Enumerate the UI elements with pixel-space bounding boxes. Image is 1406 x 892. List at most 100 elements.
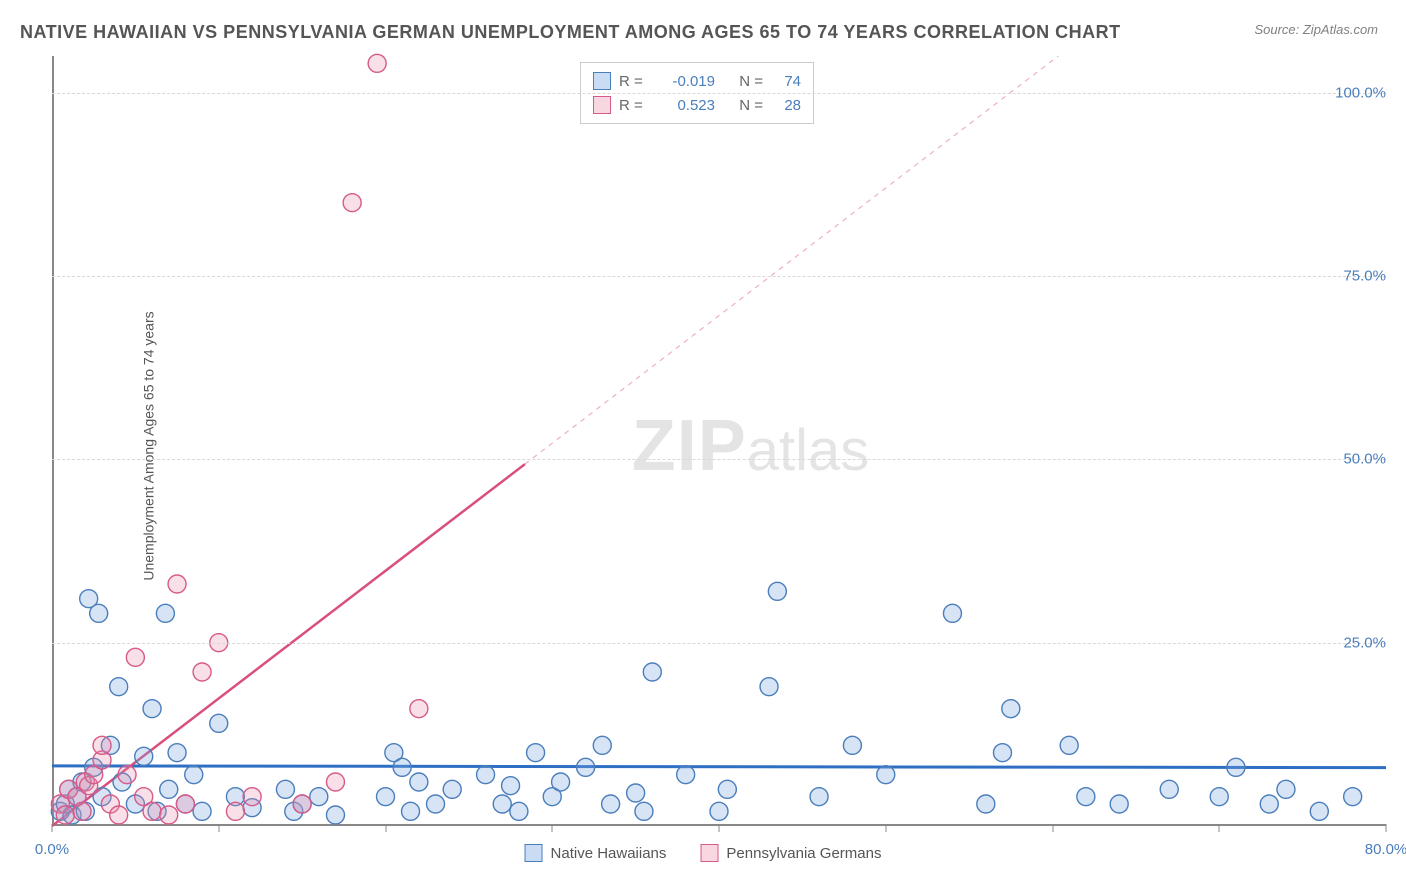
source-attribution: Source: ZipAtlas.com bbox=[1254, 22, 1378, 37]
legend-label: Native Hawaiians bbox=[551, 845, 667, 862]
scatter-point bbox=[877, 766, 895, 784]
scatter-point bbox=[977, 795, 995, 813]
scatter-point bbox=[1260, 795, 1278, 813]
scatter-point bbox=[135, 747, 153, 765]
scatter-point bbox=[293, 795, 311, 813]
scatter-point bbox=[176, 795, 194, 813]
scatter-point bbox=[326, 806, 344, 824]
legend-label: Pennsylvania Germans bbox=[726, 845, 881, 862]
scatter-point bbox=[118, 766, 136, 784]
legend-item: Pennsylvania Germans bbox=[700, 844, 881, 862]
scatter-point bbox=[1060, 736, 1078, 754]
scatter-point bbox=[160, 780, 178, 798]
scatter-plot-svg bbox=[52, 56, 1386, 826]
scatter-point bbox=[226, 802, 244, 820]
scatter-point bbox=[326, 773, 344, 791]
scatter-point bbox=[243, 788, 261, 806]
gridline bbox=[52, 276, 1386, 277]
series-legend: Native Hawaiians Pennsylvania Germans bbox=[525, 844, 882, 862]
legend-swatch bbox=[525, 844, 543, 862]
scatter-point bbox=[810, 788, 828, 806]
scatter-point bbox=[56, 806, 74, 824]
scatter-point bbox=[710, 802, 728, 820]
scatter-point bbox=[1002, 700, 1020, 718]
x-tick bbox=[719, 824, 720, 832]
scatter-point bbox=[126, 648, 144, 666]
r-label: R = bbox=[619, 97, 653, 114]
x-tick bbox=[218, 824, 219, 832]
scatter-point bbox=[185, 766, 203, 784]
scatter-point bbox=[1277, 780, 1295, 798]
chart-title: NATIVE HAWAIIAN VS PENNSYLVANIA GERMAN U… bbox=[20, 22, 1121, 43]
scatter-point bbox=[943, 604, 961, 622]
scatter-point bbox=[602, 795, 620, 813]
x-tick-label: 80.0% bbox=[1365, 841, 1406, 858]
scatter-point bbox=[552, 773, 570, 791]
x-tick bbox=[885, 824, 886, 832]
x-tick bbox=[52, 824, 53, 832]
x-tick bbox=[1219, 824, 1220, 832]
scatter-point bbox=[1210, 788, 1228, 806]
scatter-point bbox=[1160, 780, 1178, 798]
scatter-point bbox=[193, 663, 211, 681]
gridline bbox=[52, 459, 1386, 460]
n-label: N = bbox=[723, 97, 763, 114]
scatter-point bbox=[73, 802, 91, 820]
x-tick-label: 0.0% bbox=[35, 841, 69, 858]
n-value: 28 bbox=[771, 97, 801, 114]
x-tick bbox=[385, 824, 386, 832]
y-tick-label: 50.0% bbox=[1343, 451, 1386, 468]
x-tick bbox=[1386, 824, 1387, 832]
scatter-point bbox=[427, 795, 445, 813]
scatter-point bbox=[760, 678, 778, 696]
n-value: 74 bbox=[771, 73, 801, 90]
scatter-point bbox=[510, 802, 528, 820]
scatter-point bbox=[443, 780, 461, 798]
scatter-point bbox=[718, 780, 736, 798]
scatter-point bbox=[502, 777, 520, 795]
scatter-point bbox=[677, 766, 695, 784]
scatter-point bbox=[168, 744, 186, 762]
scatter-point bbox=[93, 736, 111, 754]
n-label: N = bbox=[723, 73, 763, 90]
scatter-point bbox=[210, 714, 228, 732]
legend-item: Native Hawaiians bbox=[525, 844, 667, 862]
scatter-point bbox=[993, 744, 1011, 762]
scatter-point bbox=[1110, 795, 1128, 813]
scatter-point bbox=[843, 736, 861, 754]
scatter-point bbox=[156, 604, 174, 622]
scatter-point bbox=[1344, 788, 1362, 806]
scatter-point bbox=[160, 806, 178, 824]
scatter-point bbox=[593, 736, 611, 754]
stats-legend-row: R = 0.523 N = 28 bbox=[593, 93, 801, 117]
scatter-point bbox=[343, 194, 361, 212]
legend-swatch bbox=[700, 844, 718, 862]
scatter-point bbox=[143, 700, 161, 718]
r-value: -0.019 bbox=[661, 73, 715, 90]
scatter-point bbox=[90, 604, 108, 622]
scatter-point bbox=[368, 54, 386, 72]
scatter-point bbox=[477, 766, 495, 784]
gridline bbox=[52, 93, 1386, 94]
scatter-point bbox=[393, 758, 411, 776]
scatter-point bbox=[1310, 802, 1328, 820]
scatter-point bbox=[1227, 758, 1245, 776]
x-tick bbox=[552, 824, 553, 832]
scatter-point bbox=[410, 700, 428, 718]
scatter-point bbox=[643, 663, 661, 681]
scatter-point bbox=[110, 678, 128, 696]
scatter-point bbox=[527, 744, 545, 762]
legend-swatch bbox=[593, 72, 611, 90]
x-tick bbox=[1052, 824, 1053, 832]
scatter-point bbox=[193, 802, 211, 820]
scatter-point bbox=[377, 788, 395, 806]
r-value: 0.523 bbox=[661, 97, 715, 114]
scatter-point bbox=[402, 802, 420, 820]
scatter-point bbox=[635, 802, 653, 820]
y-tick-label: 25.0% bbox=[1343, 634, 1386, 651]
scatter-point bbox=[1077, 788, 1095, 806]
scatter-point bbox=[110, 806, 128, 824]
scatter-point bbox=[143, 802, 161, 820]
scatter-point bbox=[577, 758, 595, 776]
y-tick-label: 75.0% bbox=[1343, 268, 1386, 285]
